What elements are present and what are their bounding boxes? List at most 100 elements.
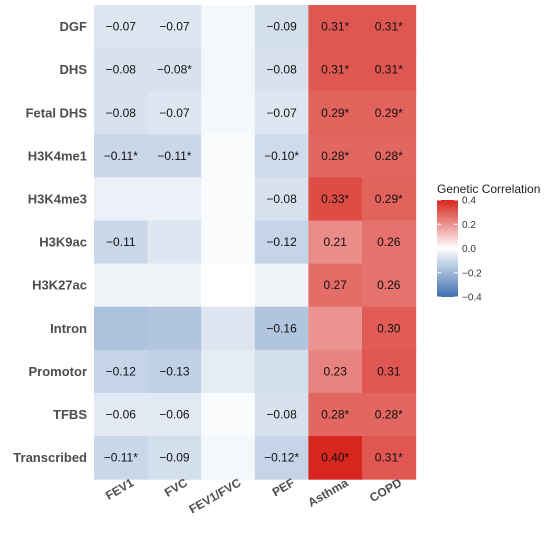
heatmap-cell-intron-fev1-fvc [201,306,256,351]
cell-value-h3k4me1-fev1: −0.11* [104,149,138,163]
cell-value-intron-copd: 0.30 [377,321,401,335]
heatmap-cell-h3k27ac-copd [362,263,417,308]
cell-value-h3k9ac-pef: −0.12 [266,235,297,249]
heatmap-cell-dhs-pef [254,48,309,92]
heatmap-cell-tfbs-pef [254,392,309,437]
heatmap-cell-h3k4me1-fev1 [94,134,149,178]
heatmap-cell-tfbs-fev1-fvc [201,392,256,437]
heatmap-cell-h3k4me3-asthma [308,177,363,222]
heatmap-cell-fetal-dhs-pef [254,91,309,135]
heatmap-cell-intron-asthma [308,306,363,351]
cell-value-dhs-pef: −0.08 [266,63,297,77]
row-label-dhs: DHS [60,62,88,77]
cell-value-intron-pef: −0.16 [266,321,297,335]
row-label-h3k4me1: H3K4me1 [28,148,87,163]
cell-value-dgf-copd: 0.31* [375,20,403,34]
row-label-h3k4me3: H3K4me3 [28,191,87,206]
heatmap-cell-h3k27ac-pef [254,263,309,308]
legend-tick-label: −0.2 [462,268,482,279]
cell-value-transcribed-copd: 0.31* [375,451,403,465]
heatmap-cell-intron-pef [254,306,309,351]
cell-value-tfbs-fvc: −0.06 [159,407,190,421]
heatmap-cell-h3k4me1-pef [254,134,309,178]
cell-value-tfbs-copd: 0.28* [375,407,403,421]
cell-value-h3k27ac-asthma: 0.27 [324,278,348,292]
cell-value-fetal-dhs-fev1: −0.08 [106,106,137,120]
cell-value-dhs-fvc: −0.08* [157,63,192,77]
cell-value-promotor-copd: 0.31 [377,364,401,378]
heatmap-cell-h3k27ac-asthma [308,263,363,308]
heatmap-cell-h3k9ac-pef [254,220,309,265]
legend-tick-label: −0.4 [462,293,482,304]
heatmap-cell-fetal-dhs-fev1-fvc [201,91,256,135]
heatmap-cells [94,5,417,480]
row-label-promotor: Promotor [29,364,88,379]
heatmap-cell-dhs-fev1-fvc [201,48,256,92]
cell-value-dgf-fvc: −0.07 [159,20,190,34]
heatmap-cell-h3k4me1-fvc [147,134,202,178]
heatmap-cell-h3k4me3-fvc [147,177,202,222]
cell-value-fetal-dhs-copd: 0.29* [375,106,403,120]
cell-value-dgf-asthma: 0.31* [321,20,349,34]
row-label-intron: Intron [50,321,87,336]
heatmap-cell-h3k9ac-fvc [147,220,202,265]
heatmap-cell-values: −0.07 −0.07 −0.09 0.31* 0.31* −0.08 −0.08* −0.0… [104,20,403,465]
heatmap-cell-dgf-copd [362,5,417,49]
heatmap-cell-intron-copd [362,306,417,351]
heatmap-cell-transcribed-asthma [308,436,363,480]
heatmap-cell-tfbs-fvc [147,392,202,437]
cell-value-transcribed-pef: −0.12* [264,451,299,465]
cell-value-promotor-asthma: 0.23 [324,364,348,378]
heatmap-cell-h3k4me3-fev1 [94,177,149,222]
heatmap-cell-transcribed-fev1 [94,436,149,480]
heatmap-cell-promotor-asthma [308,349,363,394]
column-label-fev1-fvc: FEV1/FVC [187,475,244,516]
row-label-h3k27ac: H3K27ac [32,278,87,293]
cell-value-dhs-asthma: 0.31* [321,63,349,77]
heatmap-cell-h3k27ac-fvc [147,263,202,308]
cell-value-h3k9ac-asthma: 0.21 [324,235,348,249]
heatmap-cell-promotor-fev1-fvc [201,349,256,394]
heatmap-cell-tfbs-copd [362,392,417,437]
heatmap-cell-dhs-fvc [147,48,202,92]
cell-value-fetal-dhs-asthma: 0.29* [321,106,349,120]
column-label-copd: COPD [367,475,404,505]
heatmap-cell-promotor-copd [362,349,417,394]
heatmap-cell-transcribed-pef [254,436,309,480]
cell-value-tfbs-fev1: −0.06 [106,407,137,421]
heatmap-cell-intron-fev1 [94,306,149,351]
heatmap-cell-fetal-dhs-fvc [147,91,202,135]
cell-value-h3k9ac-copd: 0.26 [377,235,401,249]
heatmap-cell-h3k4me3-pef [254,177,309,222]
heatmap-cell-promotor-pef [254,349,309,394]
heatmap-cell-h3k4me3-fev1-fvc [201,177,256,222]
row-label-transcribed: Transcribed [13,450,87,465]
heatmap-cell-h3k9ac-fev1-fvc [201,220,256,265]
legend-title: Genetic Correlation [437,182,540,196]
heatmap-cell-h3k4me1-asthma [308,134,363,178]
heatmap-cell-h3k4me3-copd [362,177,417,222]
heatmap-cell-dgf-fev1 [94,5,149,49]
cell-value-h3k4me1-copd: 0.28* [375,149,403,163]
cell-value-promotor-fvc: −0.13 [159,364,190,378]
cell-value-tfbs-pef: −0.08 [266,407,297,421]
heatmap-cell-transcribed-fvc [147,436,202,480]
legend-colorbar [437,200,458,297]
heatmap-cell-dhs-asthma [308,48,363,92]
heatmap-cell-h3k27ac-fev1 [94,263,149,308]
heatmap-cell-tfbs-fev1 [94,392,149,437]
cell-value-h3k4me3-pef: −0.08 [266,192,297,206]
heatmap-cell-dgf-asthma [308,5,363,49]
legend-tick-label: 0.4 [462,196,476,207]
cell-value-transcribed-asthma: 0.40* [321,451,349,465]
heatmap-cell-promotor-fvc [147,349,202,394]
cell-value-h3k9ac-fev1: −0.11 [106,235,136,249]
heatmap-cell-dhs-fev1 [94,48,149,92]
heatmap-cell-dhs-copd [362,48,417,92]
heatmap-cell-fetal-dhs-asthma [308,91,363,135]
cell-value-h3k27ac-copd: 0.26 [377,278,401,292]
heatmap-cell-h3k4me1-fev1-fvc [201,134,256,178]
heatmap-cell-dgf-fvc [147,5,202,49]
